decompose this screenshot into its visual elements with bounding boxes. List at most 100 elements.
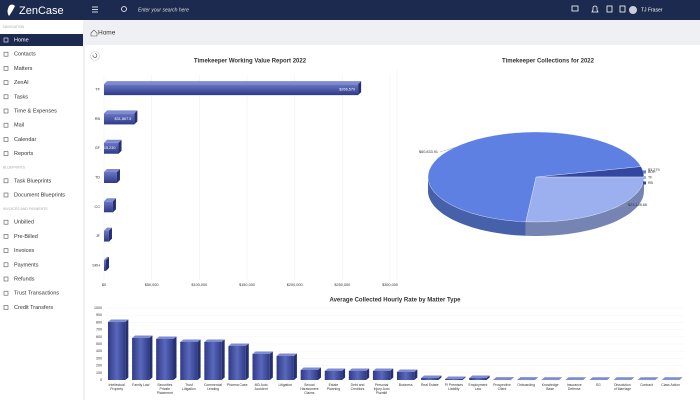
x-tick-label: $150,000 [239,283,255,287]
x-tick-label: $0 [102,283,106,287]
bar [228,346,245,380]
value-label: $266,570 [339,88,355,92]
nav-item[interactable]: Task Blueprints [14,178,52,184]
bar-top [638,377,658,380]
nav-item[interactable]: Tasks [14,94,28,100]
nav-item[interactable]: Unbilled [14,220,34,226]
bar-top [228,344,248,347]
y-tick-label: TD [95,176,100,180]
bar-top [156,336,176,339]
bar-top [517,377,537,380]
sidebar-section: INVOICES AND PAYMENTS [3,207,48,211]
search-placeholder[interactable]: Enter your search here [138,7,189,13]
bar-top [566,377,586,380]
bar [180,342,197,380]
bar [104,201,113,212]
nav-item[interactable]: Refunds [14,276,35,282]
x-tick-label: Pharma Case [227,383,248,387]
nav-item[interactable]: Reports [14,151,34,157]
bar-top [104,110,137,113]
bar-top [180,339,200,342]
bar-top [590,377,610,380]
nav-item[interactable]: Mail [14,123,24,129]
bar-top [373,369,393,372]
x-tick-label: Contract [640,383,653,387]
bar [373,371,390,380]
y-tick-label: 800 [96,320,102,324]
chart-title: Timekeeper Working Value Report 2022 [194,59,307,65]
chart-title: Timekeeper Collections for 2022 [502,59,595,65]
logo: ZenCase [19,5,64,17]
bar-top [397,370,417,373]
nav-item[interactable]: Payments [14,262,39,268]
legend-swatch [643,171,646,174]
legend-swatch [643,176,646,179]
x-tick-label: Real Estate [421,383,439,387]
bar [301,370,318,380]
bar [445,379,462,380]
nav-item[interactable]: ZenAI [14,80,29,86]
bar-side [174,336,177,380]
x-tick-label: $50,000 [145,283,159,287]
bar-top [542,377,562,380]
bar-top [614,377,634,380]
bar-top [253,352,273,355]
y-tick-label: 700 [96,328,102,332]
bar [204,342,221,380]
legend-label: BDH [648,170,656,174]
bar-top [421,375,441,378]
bar [156,339,173,380]
bar [397,372,414,380]
active-item[interactable] [0,34,83,46]
x-tick-label: Business [399,383,413,387]
y-tick-label: JF [96,234,101,238]
bar-side [125,320,128,380]
bar-side [222,339,225,380]
refresh-button[interactable] [91,52,100,61]
bar [253,354,270,380]
y-tick-label: 0 [100,378,102,382]
bar-top [204,339,224,342]
bar-top [493,377,513,380]
y-tick-label: RB [95,117,101,121]
data-label: $23,128.66 [628,203,647,207]
legend-swatch [643,182,646,185]
user-name[interactable]: TJ Fraser [641,7,663,13]
y-tick-label: GF [95,146,101,150]
nav-item[interactable]: Time & Expenses [14,108,57,114]
y-tick-label: 100 [96,371,102,375]
nav-item[interactable]: Pre-Billed [14,234,38,240]
nav-item[interactable]: Home [14,37,29,43]
x-tick-label: Family Law [132,383,150,387]
y-tick-label: 600 [96,335,102,339]
nav-item[interactable]: Invoices [14,248,34,254]
bar-side [294,354,297,380]
nav-item[interactable]: Document Blueprints [14,192,65,198]
nav-item[interactable]: Trust Transactions [14,291,59,297]
bar-side [149,336,152,380]
legend-label: RB [648,181,654,185]
bar-top [301,367,321,370]
nav-item[interactable]: Credit Transfers [14,305,53,311]
bar-side [246,344,249,380]
nav-item[interactable]: Contacts [14,52,36,58]
bar [104,172,117,183]
nav-item[interactable]: Matters [14,66,33,72]
x-tick-label: Class Action [661,383,680,387]
bar-top [445,376,465,379]
bar-top [104,140,122,143]
y-tick-label: 200 [96,364,102,368]
avatar[interactable] [629,6,637,14]
bar [349,371,366,380]
sidebar-section: NAVIGATION [3,25,25,29]
x-tick-label: Onboarding [517,383,535,387]
nav-item[interactable]: Calendar [14,137,36,143]
bar [469,378,486,380]
